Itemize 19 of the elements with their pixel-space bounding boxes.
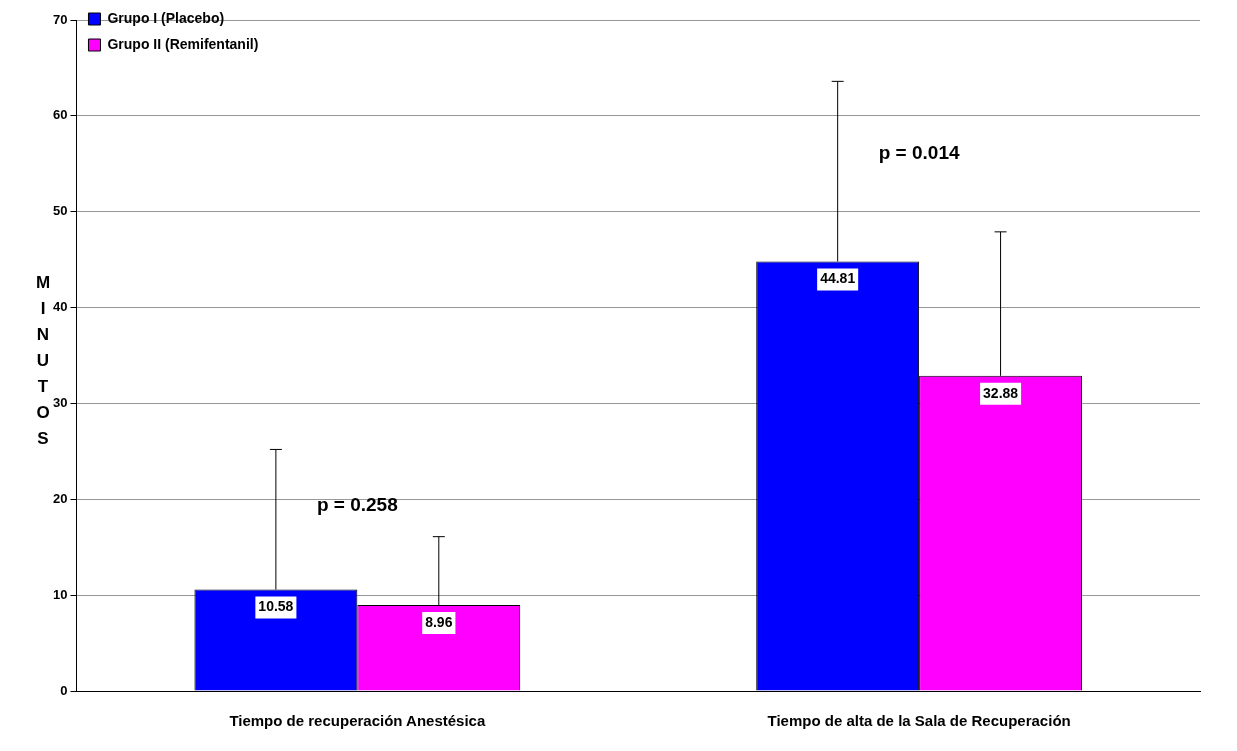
y-tick-label: 20 — [52, 490, 68, 506]
y-tick-label: 50 — [52, 203, 68, 219]
data-label: 8.96 — [425, 613, 453, 630]
y-tick-label: 40 — [52, 299, 68, 315]
x-tick-label: Tiempo de recuperación Anestésica — [229, 712, 486, 730]
annotation: p = 0.014 — [878, 141, 960, 163]
x-tick-label: Tiempo de alta de la Sala de Recuperación — [767, 712, 1071, 730]
y-tick-label: 70 — [52, 11, 68, 27]
legend-label: Grupo II (Remifentanil) — [107, 35, 259, 52]
legend-label: Grupo I (Placebo) — [107, 9, 225, 26]
y-tick-label: 10 — [52, 586, 68, 602]
data-label: 44.81 — [820, 270, 856, 287]
y-tick-label: 30 — [52, 395, 68, 411]
data-label: 10.58 — [258, 598, 294, 615]
y-axis-title: MINUTOS — [36, 272, 51, 450]
y-tick-label: 0 — [60, 682, 68, 698]
data-label: 32.88 — [983, 384, 1019, 401]
annotation: p = 0.258 — [316, 493, 398, 515]
y-tick-label: 60 — [52, 107, 68, 123]
